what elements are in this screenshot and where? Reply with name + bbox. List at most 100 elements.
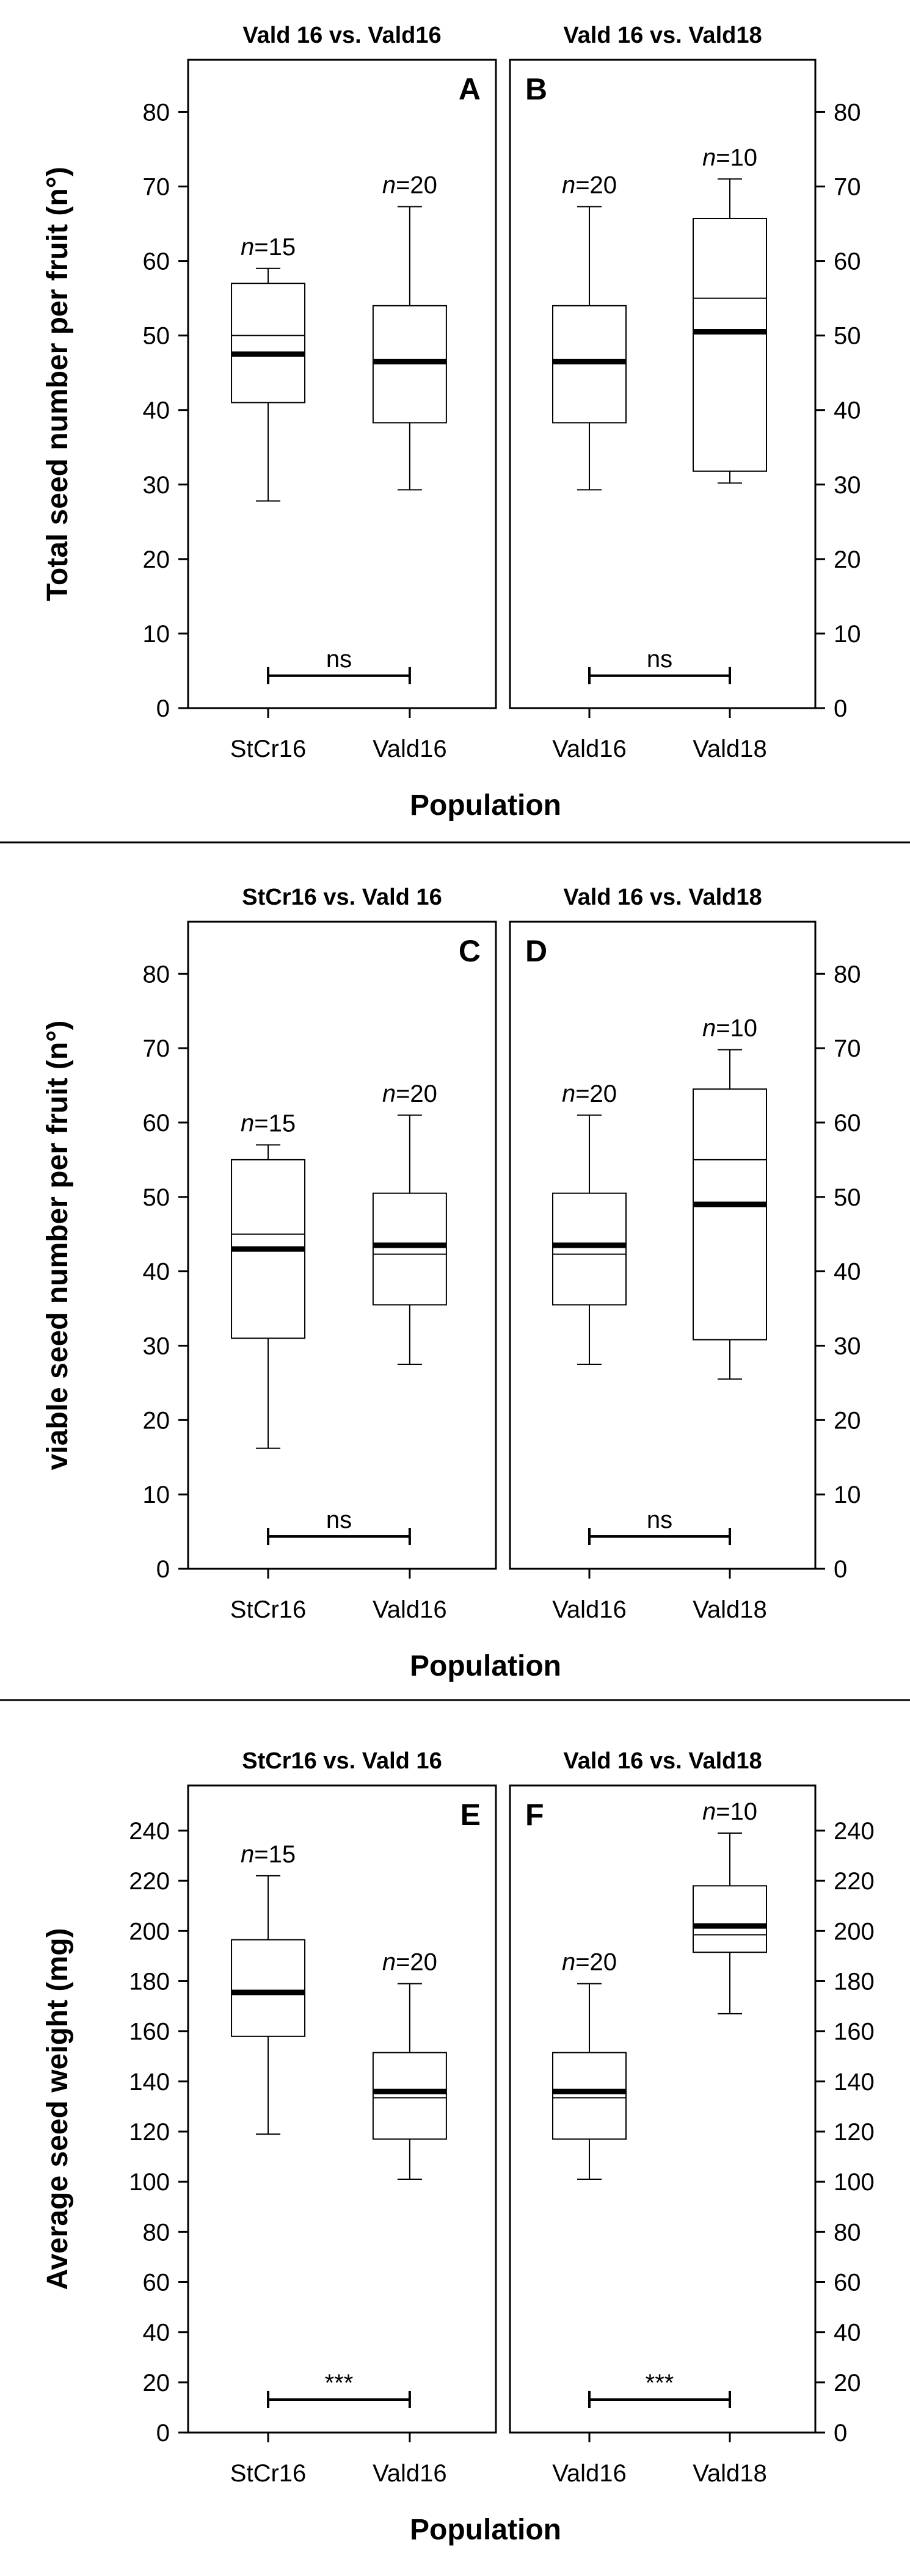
y-tick-label: 240 bbox=[129, 1818, 170, 1845]
sample-size-n: n bbox=[382, 1080, 396, 1107]
chart-row-1: Total seed number per fruit (n°) Populati… bbox=[42, 23, 861, 822]
y-tick-label: 120 bbox=[834, 2119, 875, 2146]
box-stcr16: StCr16 n=15 bbox=[230, 1110, 307, 1623]
y-axis-label: viable seed number per fruit (n°) bbox=[42, 1021, 74, 1471]
y-axis-label: Average seed weight (mg) bbox=[42, 1928, 74, 2290]
y-tick-label: 40 bbox=[143, 1259, 170, 1286]
panel-letter: E bbox=[460, 1798, 481, 1832]
y-tick-label: 160 bbox=[129, 2019, 170, 2046]
y-tick-label: 220 bbox=[834, 1868, 875, 1895]
box-vald16: Vald16 n=20 bbox=[372, 1949, 447, 2487]
iqr-box bbox=[231, 283, 306, 403]
significance-label: *** bbox=[646, 2370, 674, 2397]
y-tick-label: 60 bbox=[143, 248, 170, 275]
y-tick-label: 20 bbox=[834, 546, 861, 573]
y-tick-label: 80 bbox=[834, 2219, 861, 2246]
x-axis-label: Population bbox=[410, 789, 561, 822]
y-tick-label: 0 bbox=[156, 695, 170, 722]
x-axis-label: Population bbox=[410, 2514, 561, 2546]
y-axis-label: Total seed number per fruit (n°) bbox=[42, 167, 74, 601]
y-tick-label: 30 bbox=[834, 1333, 861, 1359]
y-tick-label: 30 bbox=[834, 472, 861, 499]
sample-size-label: n=15 bbox=[241, 1841, 296, 1868]
panel-f: Vald 16 vs. Vald18 F 0 20 40 60 80 100 120 140 160… bbox=[509, 1748, 875, 2487]
sample-size-value: =20 bbox=[575, 1080, 617, 1107]
sample-size-label: n=20 bbox=[562, 1949, 617, 1976]
y-tick-label: 10 bbox=[834, 621, 861, 648]
box-stcr16: StCr16 n=15 bbox=[230, 234, 307, 762]
y-tick-label: 0 bbox=[834, 1556, 847, 1583]
y-tick-label: 60 bbox=[834, 1110, 861, 1137]
y-tick-label: 80 bbox=[143, 961, 170, 988]
significance-label: ns bbox=[647, 1507, 672, 1533]
x-tick-label: Vald18 bbox=[693, 736, 767, 762]
y-tick-label: 70 bbox=[143, 1035, 170, 1062]
significance-label: ns bbox=[647, 646, 672, 673]
y-tick-label: 100 bbox=[834, 2169, 875, 2196]
sample-size-n: n bbox=[702, 144, 716, 171]
y-tick-label: 80 bbox=[834, 961, 861, 988]
sample-size-label: n=20 bbox=[562, 172, 617, 198]
panel-frame bbox=[509, 921, 817, 1570]
sample-size-label: n=10 bbox=[702, 144, 757, 171]
y-tick-label: 60 bbox=[834, 248, 861, 275]
y-tick-label: 0 bbox=[156, 2420, 170, 2447]
y-tick-label: 200 bbox=[834, 1918, 875, 1945]
significance-label: *** bbox=[325, 2370, 354, 2397]
panel-d: Vald 16 vs. Vald18 D 0 10 20 30 40 50 60 70 80 Vald… bbox=[509, 885, 861, 1623]
sample-size-n: n bbox=[382, 172, 396, 198]
panel-letter: D bbox=[525, 934, 547, 968]
panel-title: Vald 16 vs. Vald18 bbox=[563, 1748, 762, 1774]
panel-c: StCr16 vs. Vald 16 C 0 10 20 30 40 50 60 70 80 StCr… bbox=[143, 885, 497, 1623]
y-tick-label: 180 bbox=[834, 1968, 875, 1995]
sample-size-n: n bbox=[562, 1080, 575, 1107]
chart-row-3: Average seed weight (mg) Population StCr16… bbox=[42, 1748, 875, 2546]
y-tick-label: 220 bbox=[129, 1868, 170, 1895]
y-tick-label: 0 bbox=[156, 1556, 170, 1583]
x-tick-label: Vald16 bbox=[373, 2460, 447, 2487]
x-tick-label: Vald18 bbox=[693, 1596, 767, 1623]
chart-row-2: viable seed number per fruit (n°) Populat… bbox=[42, 885, 861, 1682]
x-tick-label: Vald16 bbox=[552, 1596, 627, 1623]
panel-a: Vald 16 vs. Vald16 A 0 10 20 30 40 50 60 70 80 StCr… bbox=[143, 23, 497, 762]
sample-size-label: n=10 bbox=[702, 1015, 757, 1042]
x-tick-label: StCr16 bbox=[230, 1596, 307, 1623]
sample-size-n: n bbox=[702, 1798, 716, 1825]
y-tick-label: 20 bbox=[143, 546, 170, 573]
sample-size-value: =20 bbox=[396, 172, 437, 198]
sample-size-value: =15 bbox=[254, 234, 296, 261]
sample-size-value: =20 bbox=[396, 1949, 437, 1976]
sample-size-n: n bbox=[562, 172, 575, 198]
y-tick-label: 40 bbox=[143, 397, 170, 424]
panel-letter: C bbox=[459, 934, 481, 968]
iqr-box bbox=[231, 1939, 306, 2037]
panel-e: StCr16 vs. Vald 16 E 0 20 40 60 80 100 120 140 160… bbox=[129, 1748, 497, 2487]
panel-title: Vald 16 vs. Vald18 bbox=[563, 885, 762, 910]
panel-title: StCr16 vs. Vald 16 bbox=[242, 1748, 442, 1774]
y-tick-label: 70 bbox=[143, 174, 170, 201]
panel-frame bbox=[509, 1784, 817, 2434]
y-tick-label: 120 bbox=[129, 2119, 170, 2146]
panel-frame bbox=[509, 59, 817, 709]
sample-size-n: n bbox=[382, 1949, 396, 1976]
box-vald16: Vald16 n=20 bbox=[372, 1080, 447, 1623]
iqr-box bbox=[693, 218, 767, 472]
y-tick-label: 30 bbox=[143, 472, 170, 499]
y-tick-label: 80 bbox=[143, 2219, 170, 2246]
y-tick-label: 100 bbox=[129, 2169, 170, 2196]
sample-size-n: n bbox=[241, 1841, 254, 1868]
y-tick-label: 50 bbox=[834, 323, 861, 350]
panel-frame bbox=[187, 59, 497, 709]
y-tick-label: 140 bbox=[129, 2069, 170, 2096]
box-vald16: Vald16 n=20 bbox=[372, 172, 447, 762]
y-tick-label: 140 bbox=[834, 2069, 875, 2096]
panel-title: Vald 16 vs. Vald16 bbox=[242, 23, 441, 48]
panel-frame bbox=[187, 921, 497, 1570]
y-tick-label: 240 bbox=[834, 1818, 875, 1845]
x-tick-label: Vald18 bbox=[693, 2460, 767, 2487]
iqr-box bbox=[693, 1885, 767, 1953]
y-tick-label: 50 bbox=[143, 323, 170, 350]
y-tick-label: 180 bbox=[129, 1968, 170, 1995]
y-tick-label: 10 bbox=[834, 1482, 861, 1508]
